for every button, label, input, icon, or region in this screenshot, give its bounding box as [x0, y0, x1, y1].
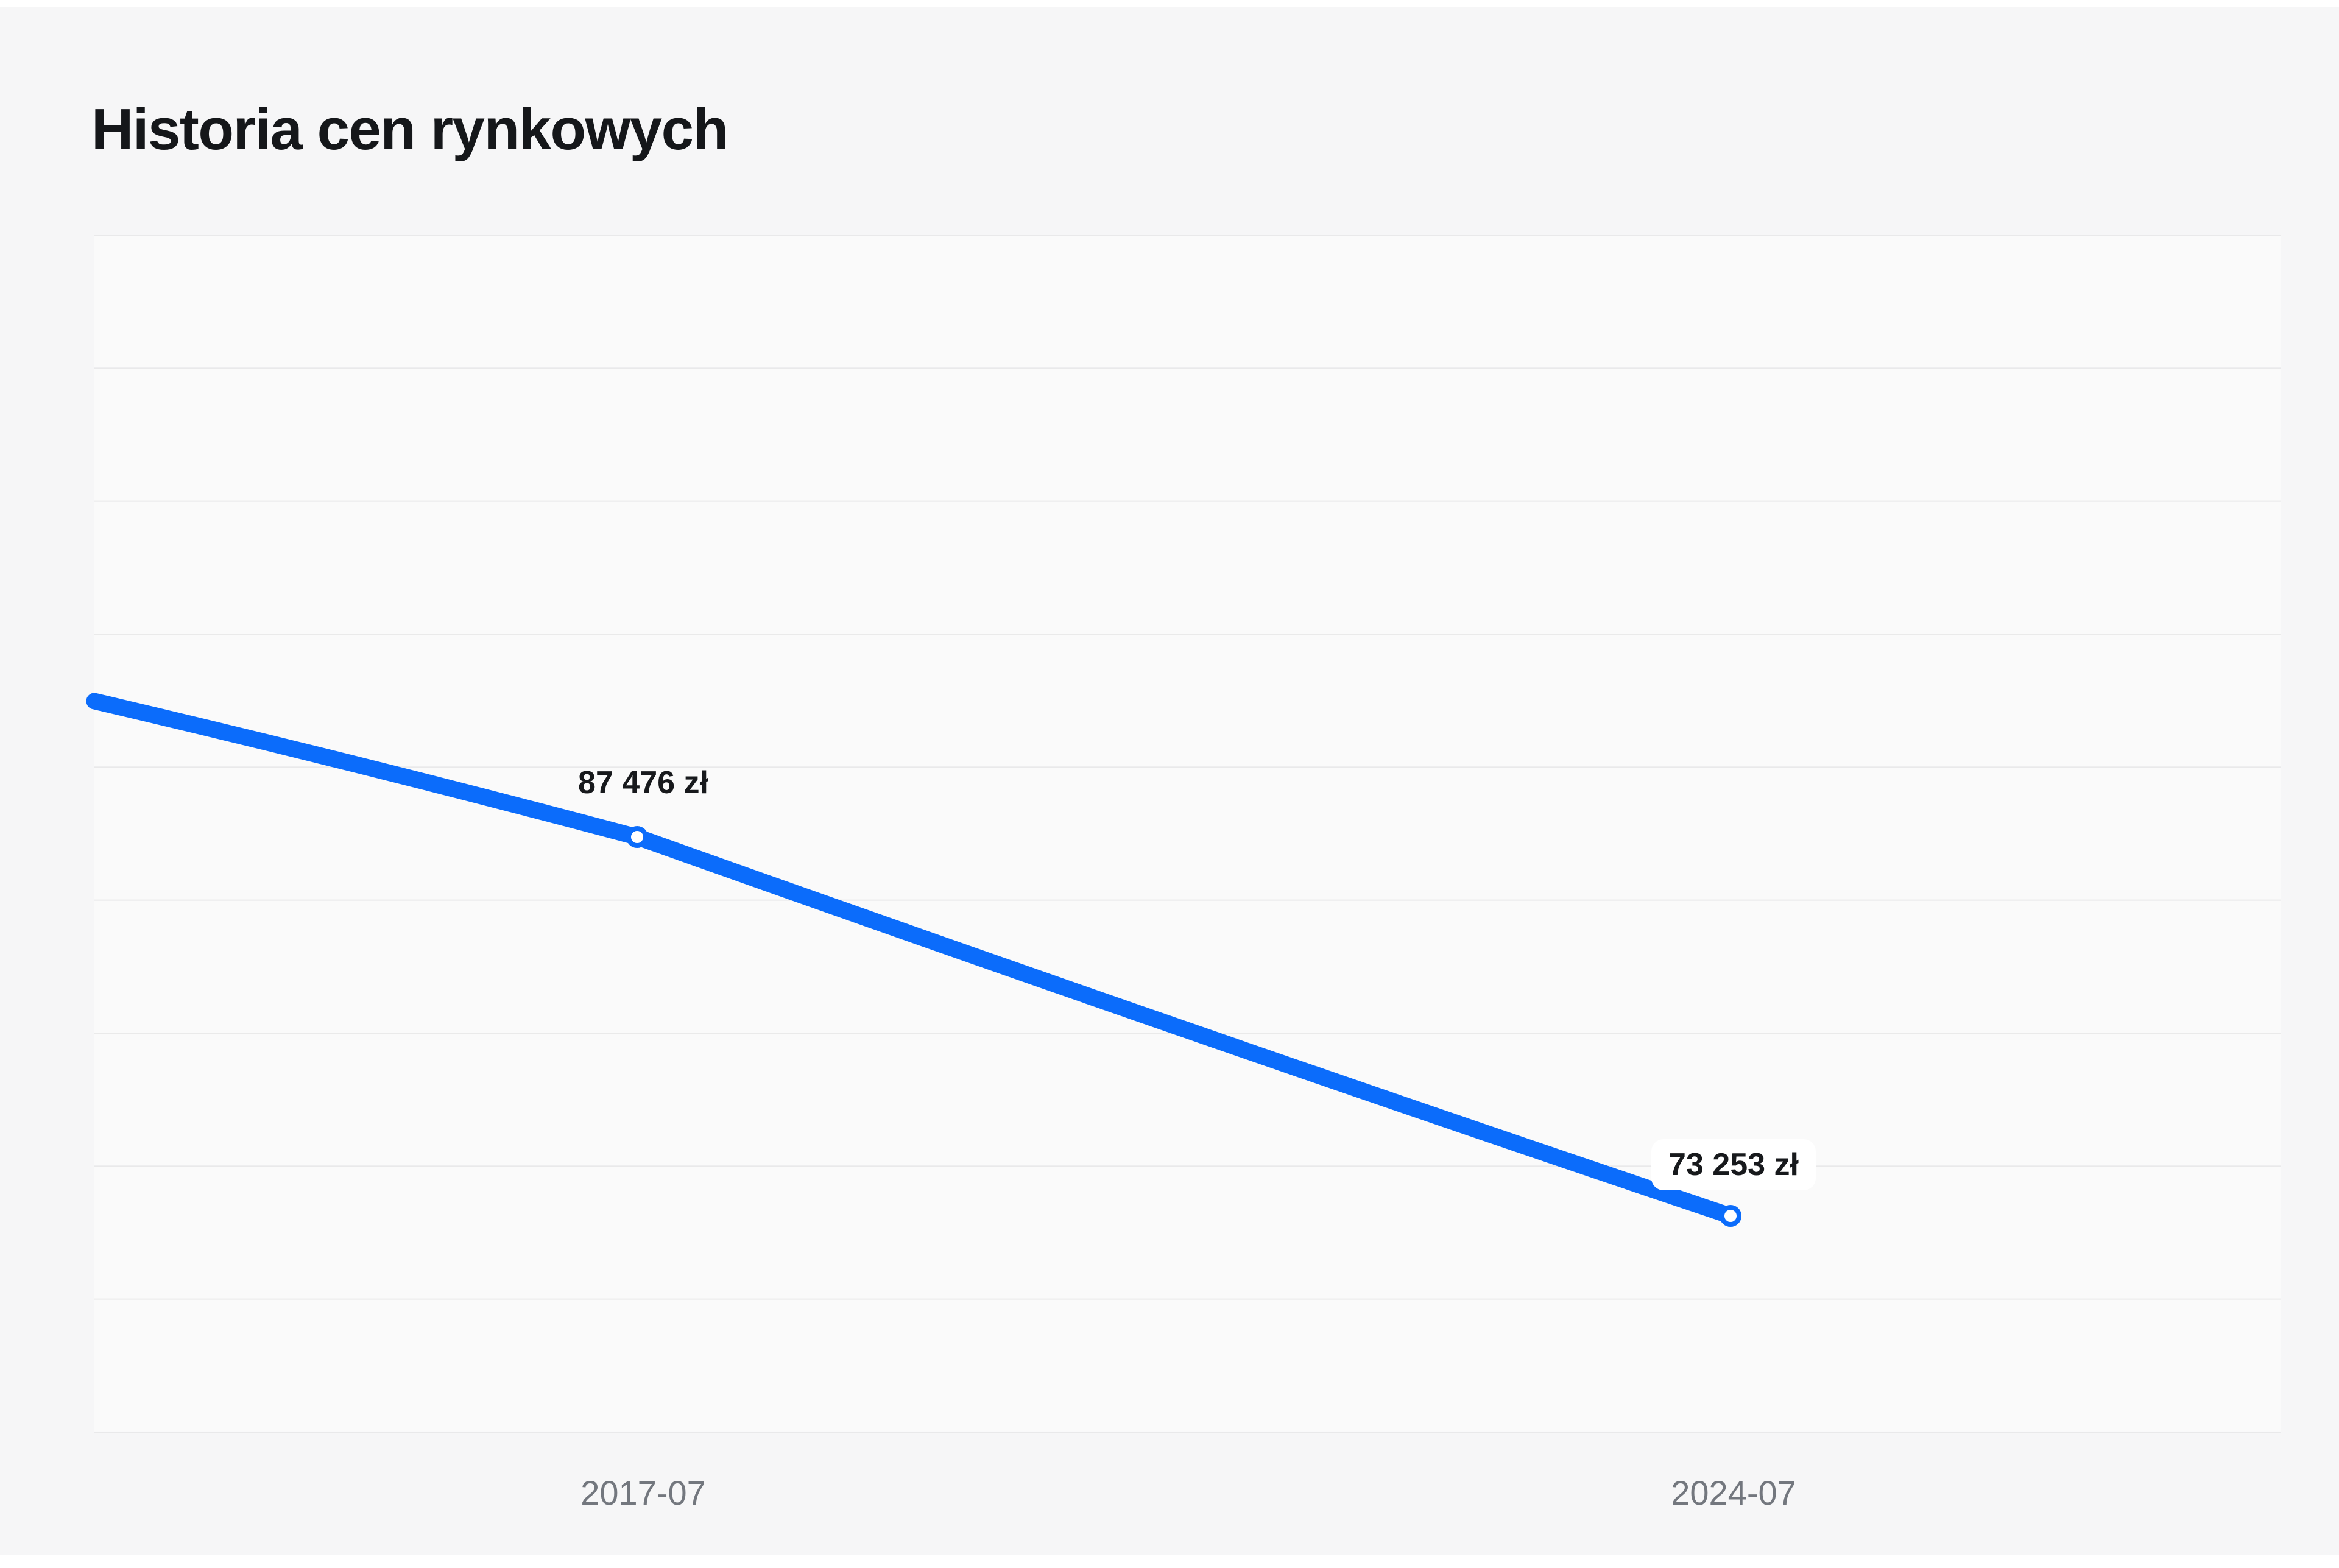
page-title: Historia cen rynkowych [91, 97, 729, 163]
price-history-chart: 87 476 zł 73 253 zł [86, 235, 2281, 1433]
top-edge-strip [0, 0, 2339, 7]
data-point-marker-2024[interactable] [1720, 1205, 1741, 1227]
data-point-label-2024: 73 253 zł [1651, 1139, 1816, 1190]
x-axis-tick-2017-07: 2017-07 [580, 1474, 706, 1512]
data-point-marker-2017[interactable] [626, 826, 648, 848]
price-line [86, 693, 1739, 1224]
chart-plot-area [86, 693, 1741, 1227]
bottom-edge-strip [0, 1555, 2339, 1568]
data-point-label-2017: 87 476 zł [578, 765, 708, 800]
x-axis-tick-2024-07: 2024-07 [1671, 1474, 1796, 1512]
